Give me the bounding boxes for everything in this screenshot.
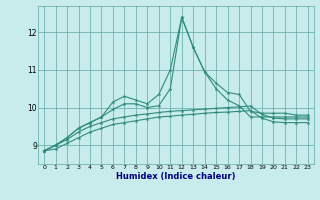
X-axis label: Humidex (Indice chaleur): Humidex (Indice chaleur) xyxy=(116,172,236,181)
